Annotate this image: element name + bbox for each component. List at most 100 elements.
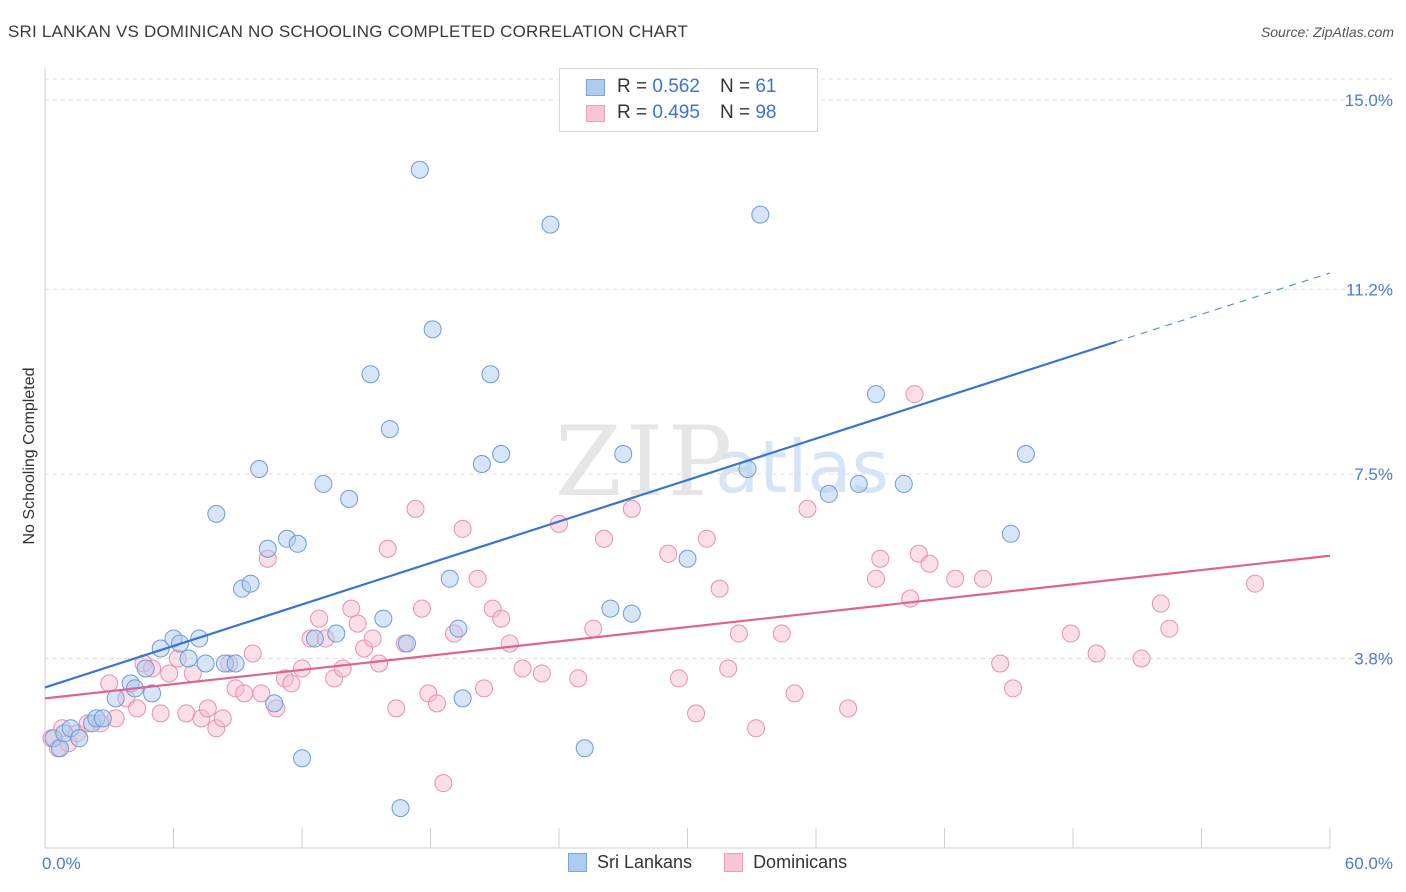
dominicans-point bbox=[659, 544, 678, 563]
sri-lankans-trend-extension bbox=[1115, 272, 1331, 343]
dominicans-point bbox=[687, 704, 706, 723]
legend-swatch-pink bbox=[586, 104, 605, 122]
sri-lankans-point bbox=[305, 629, 324, 648]
legend-r-value: 0.562 bbox=[652, 76, 700, 97]
sri-lankans-point bbox=[196, 654, 215, 673]
sri-lankans-point bbox=[894, 474, 913, 493]
legend-r-label: R = bbox=[617, 76, 648, 97]
dominicans-point bbox=[920, 554, 939, 573]
dominicans-point bbox=[729, 624, 748, 643]
dominicans-point bbox=[1160, 619, 1179, 638]
dominicans-points bbox=[42, 385, 1265, 793]
sri-lankans-points bbox=[44, 160, 1035, 818]
legend-n-value: 98 bbox=[755, 102, 777, 123]
dominicans-point bbox=[198, 699, 217, 718]
legend-item-dominicans: Dominicans bbox=[724, 852, 847, 873]
sri-lankans-point bbox=[314, 474, 333, 493]
sri-lankans-trend-line bbox=[44, 340, 1117, 689]
sri-lankans-point bbox=[93, 709, 112, 728]
x-tick-label: 60.0% bbox=[1345, 854, 1393, 873]
dominicans-point bbox=[513, 659, 532, 678]
x-tick-label: 0.0% bbox=[42, 854, 81, 873]
dominicans-point bbox=[622, 499, 641, 518]
sri-lankans-point bbox=[614, 445, 633, 464]
dominicans-point bbox=[226, 679, 245, 698]
dominicans-point bbox=[500, 634, 519, 653]
sri-lankans-point bbox=[819, 484, 838, 503]
sri-lankans-point bbox=[391, 799, 410, 818]
sri-lankans-point bbox=[601, 599, 620, 618]
chart-title: SRI LANKAN VS DOMINICAN NO SCHOOLING COM… bbox=[8, 22, 688, 41]
dominicans-point bbox=[192, 709, 211, 728]
dominicans-point bbox=[839, 699, 858, 718]
dominicans-point bbox=[370, 654, 389, 673]
dominicans-point bbox=[387, 699, 406, 718]
dominicans-point bbox=[412, 599, 431, 618]
sri-lankans-point bbox=[288, 534, 307, 553]
y-tick-label: 15.0% bbox=[1345, 91, 1393, 110]
sri-lankans-point bbox=[678, 549, 697, 568]
dominicans-point bbox=[151, 704, 170, 723]
sri-lankans-point bbox=[1016, 445, 1035, 464]
sri-lankans-point bbox=[265, 694, 284, 713]
dominicans-point bbox=[669, 669, 688, 688]
dominicans-point bbox=[901, 589, 920, 608]
watermark: ZIP atlas bbox=[555, 406, 889, 518]
sri-lankans-point bbox=[1001, 524, 1020, 543]
sri-lankans-point bbox=[849, 474, 868, 493]
legend-item-sri-lankans: Sri Lankans bbox=[568, 852, 692, 873]
correlation-legend: R = 0.562 N = 61 R = 0.495 N = 98 bbox=[559, 68, 818, 132]
sri-lankans-point bbox=[380, 420, 399, 439]
dominicans-point bbox=[243, 644, 262, 663]
dominicans-point bbox=[1087, 644, 1106, 663]
legend-swatch-blue bbox=[586, 78, 605, 96]
dominicans-point bbox=[785, 684, 804, 703]
sri-lankans-point bbox=[226, 654, 245, 673]
legend-row-sri-lankans: R = 0.562 N = 61 bbox=[586, 75, 776, 99]
dominicans-point bbox=[871, 549, 890, 568]
sri-lankans-point bbox=[136, 659, 155, 678]
sri-lankans-point bbox=[361, 365, 380, 384]
sri-lankans-point bbox=[50, 739, 69, 758]
dominicans-point bbox=[569, 669, 588, 688]
dominicans-point bbox=[453, 519, 472, 538]
legend-r-label: R = bbox=[617, 102, 648, 123]
legend-label-dominicans: Dominicans bbox=[753, 852, 848, 872]
sri-lankans-point bbox=[622, 604, 641, 623]
dominicans-point bbox=[1004, 679, 1023, 698]
legend-row-dominicans: R = 0.495 N = 98 bbox=[586, 101, 776, 125]
sri-lankans-point bbox=[374, 609, 393, 628]
sri-lankans-point bbox=[151, 639, 170, 658]
dominicans-point bbox=[492, 609, 511, 628]
sri-lankans-point bbox=[440, 569, 459, 588]
sri-lankans-point bbox=[340, 489, 359, 508]
sri-lankans-point bbox=[179, 649, 198, 668]
dominicans-point bbox=[434, 774, 453, 793]
dominicans-point bbox=[363, 629, 382, 648]
x-tick-labels: 0.0% 60.0% bbox=[42, 854, 1393, 873]
dominicans-point bbox=[475, 679, 494, 698]
dominicans-point bbox=[1151, 594, 1170, 613]
sri-lankans-point bbox=[207, 504, 226, 523]
dominicans-point bbox=[1246, 574, 1265, 593]
series-legend: Sri Lankans Dominicans bbox=[568, 852, 879, 873]
legend-label-sri-lankans: Sri Lankans bbox=[597, 852, 693, 872]
dominicans-point bbox=[342, 599, 361, 618]
dominicans-point bbox=[252, 684, 271, 703]
sri-lankans-point bbox=[541, 215, 560, 234]
sri-lankans-point bbox=[492, 445, 511, 464]
sri-lankans-point bbox=[751, 205, 770, 224]
dominicans-point bbox=[207, 719, 226, 738]
dominicans-point bbox=[710, 579, 729, 598]
sri-lankans-point bbox=[397, 634, 416, 653]
dominicans-point bbox=[798, 499, 817, 518]
sri-lankans-point bbox=[410, 160, 429, 179]
y-tick-label: 7.5% bbox=[1354, 465, 1393, 484]
dominicans-point bbox=[160, 664, 179, 683]
dominicans-point bbox=[468, 569, 487, 588]
dominicans-point bbox=[719, 659, 738, 678]
sri-lankans-point bbox=[143, 684, 162, 703]
sri-lankans-point bbox=[453, 689, 472, 708]
dominicans-trend-line bbox=[44, 554, 1331, 700]
sri-lankans-point bbox=[106, 689, 125, 708]
